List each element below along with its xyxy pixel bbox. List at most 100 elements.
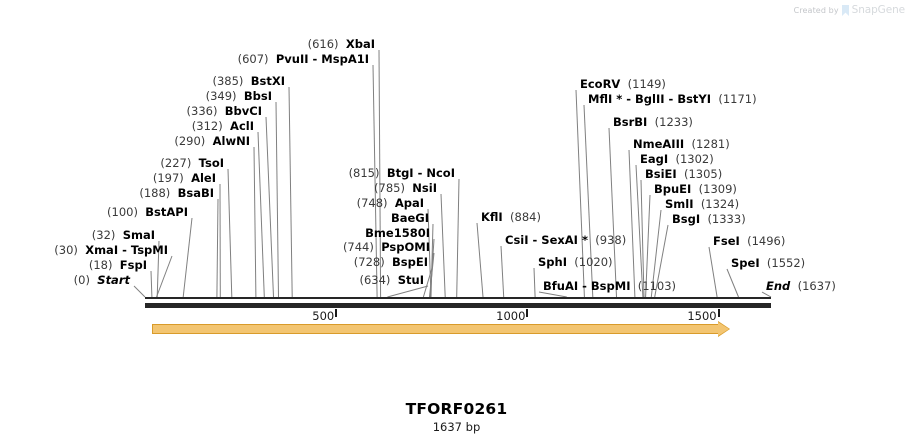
restriction-site-position: (312) — [191, 119, 223, 133]
restriction-enzyme-name: AleI — [191, 171, 216, 185]
restriction-enzyme-name: AlwNI — [212, 134, 250, 148]
site-leader-line — [608, 127, 617, 298]
orf-arrow-body[interactable] — [151, 324, 718, 334]
ruler-tick — [335, 309, 338, 317]
restriction-site-label[interactable]: (336) BbvCI — [187, 105, 262, 118]
restriction-site-label[interactable]: (748) ApaI — [357, 197, 424, 210]
site-leader-line — [265, 116, 274, 298]
restriction-enzyme-name: BstXI — [250, 74, 285, 88]
restriction-site-position: (30) — [54, 243, 78, 257]
restriction-enzyme-name: BbvCI — [224, 104, 262, 118]
restriction-enzyme-name: BbsI — [243, 89, 272, 103]
restriction-enzyme-name: KflI — [481, 210, 503, 224]
restriction-enzyme-name: FseI — [713, 234, 740, 248]
restriction-site-label[interactable]: BsrBI (1233) — [613, 116, 693, 129]
restriction-site-label[interactable]: End (1637) — [766, 280, 836, 293]
restriction-site-position: (616) — [307, 37, 339, 51]
restriction-site-label[interactable]: SmlI (1324) — [665, 198, 739, 211]
restriction-site-position: (785) — [374, 181, 405, 195]
site-leader-line — [422, 267, 433, 298]
restriction-enzyme-name: MflI * - BglII - BstYI — [588, 92, 712, 106]
snapgene-bookmark-icon — [841, 4, 849, 16]
restriction-site-position: (1302) — [675, 152, 714, 166]
restriction-site-label[interactable]: EcoRV (1149) — [580, 78, 666, 91]
restriction-enzyme-name: BsiEI — [645, 167, 677, 181]
restriction-site-label[interactable]: BsiEI (1305) — [645, 168, 722, 181]
restriction-site-label[interactable]: BsgI (1333) — [672, 213, 746, 226]
restriction-site-label[interactable]: (616) XbaI — [308, 38, 375, 51]
restriction-site-position: (815) — [348, 166, 380, 180]
restriction-enzyme-name: XmaI - TspMI — [85, 243, 168, 257]
restriction-enzyme-name: StuI — [397, 273, 424, 287]
site-leader-line — [429, 238, 435, 298]
restriction-site-label[interactable]: (744) PspOMI — [343, 241, 430, 254]
restriction-site-position: (748) — [356, 196, 388, 210]
site-leader-line — [288, 86, 293, 298]
site-leader-line — [156, 255, 173, 298]
restriction-site-label[interactable]: (785) NsiI — [374, 182, 437, 195]
restriction-site-label[interactable]: (0) Start — [74, 274, 130, 287]
ruler-tick-label: 1500 — [687, 309, 717, 323]
restriction-site-label[interactable]: (728) BspEI — [354, 256, 428, 269]
restriction-site-position: (884) — [510, 210, 541, 224]
restriction-enzyme-name: End — [766, 279, 791, 293]
restriction-site-label[interactable]: Bme1580I — [365, 227, 430, 240]
restriction-site-label[interactable]: (815) BtgI - NcoI — [349, 167, 455, 180]
restriction-site-label[interactable]: (188) BsaBI — [139, 187, 214, 200]
restriction-site-label[interactable]: BaeGI — [391, 212, 429, 225]
site-leader-line — [387, 285, 429, 298]
restriction-enzyme-name: BsaBI — [177, 186, 214, 200]
restriction-enzyme-name: Bme1580I — [365, 226, 430, 240]
site-leader-line — [216, 198, 219, 298]
site-leader-line — [133, 285, 146, 298]
restriction-site-label[interactable]: (349) BbsI — [206, 90, 272, 103]
restriction-site-label[interactable]: (607) PvuII - MspA1I — [238, 53, 369, 66]
site-leader-line — [257, 131, 265, 298]
restriction-enzyme-name: SphI — [538, 255, 567, 269]
watermark-created-label: Created by — [793, 5, 839, 15]
restriction-site-label[interactable]: (290) AlwNI — [174, 135, 250, 148]
restriction-site-label[interactable]: EagI (1302) — [640, 153, 714, 166]
restriction-site-position: (938) — [595, 233, 627, 247]
restriction-site-position: (607) — [237, 52, 269, 66]
restriction-enzyme-name: BfuAI - BspMI — [543, 279, 631, 293]
restriction-site-label[interactable]: SpeI (1552) — [731, 257, 805, 270]
restriction-site-label[interactable]: (312) AclI — [192, 120, 254, 133]
restriction-site-label[interactable]: (634) StuI — [360, 274, 425, 287]
restriction-site-label[interactable]: MflI * - BglII - BstYI (1171) — [588, 93, 757, 106]
restriction-site-position: (1637) — [797, 279, 836, 293]
restriction-site-label[interactable]: (197) AleI — [153, 172, 216, 185]
restriction-site-label[interactable]: CsiI - SexAI * (938) — [505, 234, 626, 247]
restriction-enzyme-name: Start — [97, 273, 130, 287]
restriction-site-position: (290) — [174, 134, 206, 148]
restriction-site-label[interactable]: (18) FspI — [89, 259, 147, 272]
restriction-site-label[interactable]: BfuAI - BspMI (1103) — [543, 280, 676, 293]
sequence-caption: TFORF0261 1637 bp — [0, 400, 913, 434]
watermark-brand-label: SnapGene — [851, 4, 905, 16]
restriction-site-label[interactable]: (30) XmaI - TspMI — [54, 244, 168, 257]
restriction-enzyme-name: BpuEI — [654, 182, 692, 196]
restriction-site-label[interactable]: NmeAIII (1281) — [633, 138, 730, 151]
restriction-site-label[interactable]: (100) BstAPI — [107, 206, 188, 219]
restriction-site-label[interactable]: (32) SmaI — [92, 229, 155, 242]
site-leader-line — [533, 267, 536, 298]
restriction-site-label[interactable]: (227) TsoI — [160, 157, 224, 170]
sequence-backbone-bar — [145, 303, 771, 308]
orf-arrow-head[interactable] — [718, 322, 730, 336]
ruler-tick — [717, 309, 720, 317]
restriction-site-position: (18) — [88, 258, 113, 272]
site-leader-line — [708, 246, 718, 298]
restriction-site-position: (188) — [139, 186, 171, 200]
restriction-site-label[interactable]: SphI (1020) — [538, 256, 613, 269]
site-leader-line — [275, 101, 279, 298]
restriction-site-label[interactable]: (385) BstXI — [212, 75, 285, 88]
site-leader-line — [253, 146, 257, 298]
restriction-site-label[interactable]: KflI (884) — [481, 211, 541, 224]
restriction-site-position: (1496) — [747, 234, 786, 248]
snapgene-watermark: Created by SnapGene — [794, 4, 905, 16]
restriction-enzyme-name: XbaI — [345, 37, 375, 51]
restriction-site-label[interactable]: BpuEI (1309) — [654, 183, 737, 196]
restriction-site-label[interactable]: FseI (1496) — [713, 235, 785, 248]
restriction-enzyme-name: AclI — [230, 119, 254, 133]
